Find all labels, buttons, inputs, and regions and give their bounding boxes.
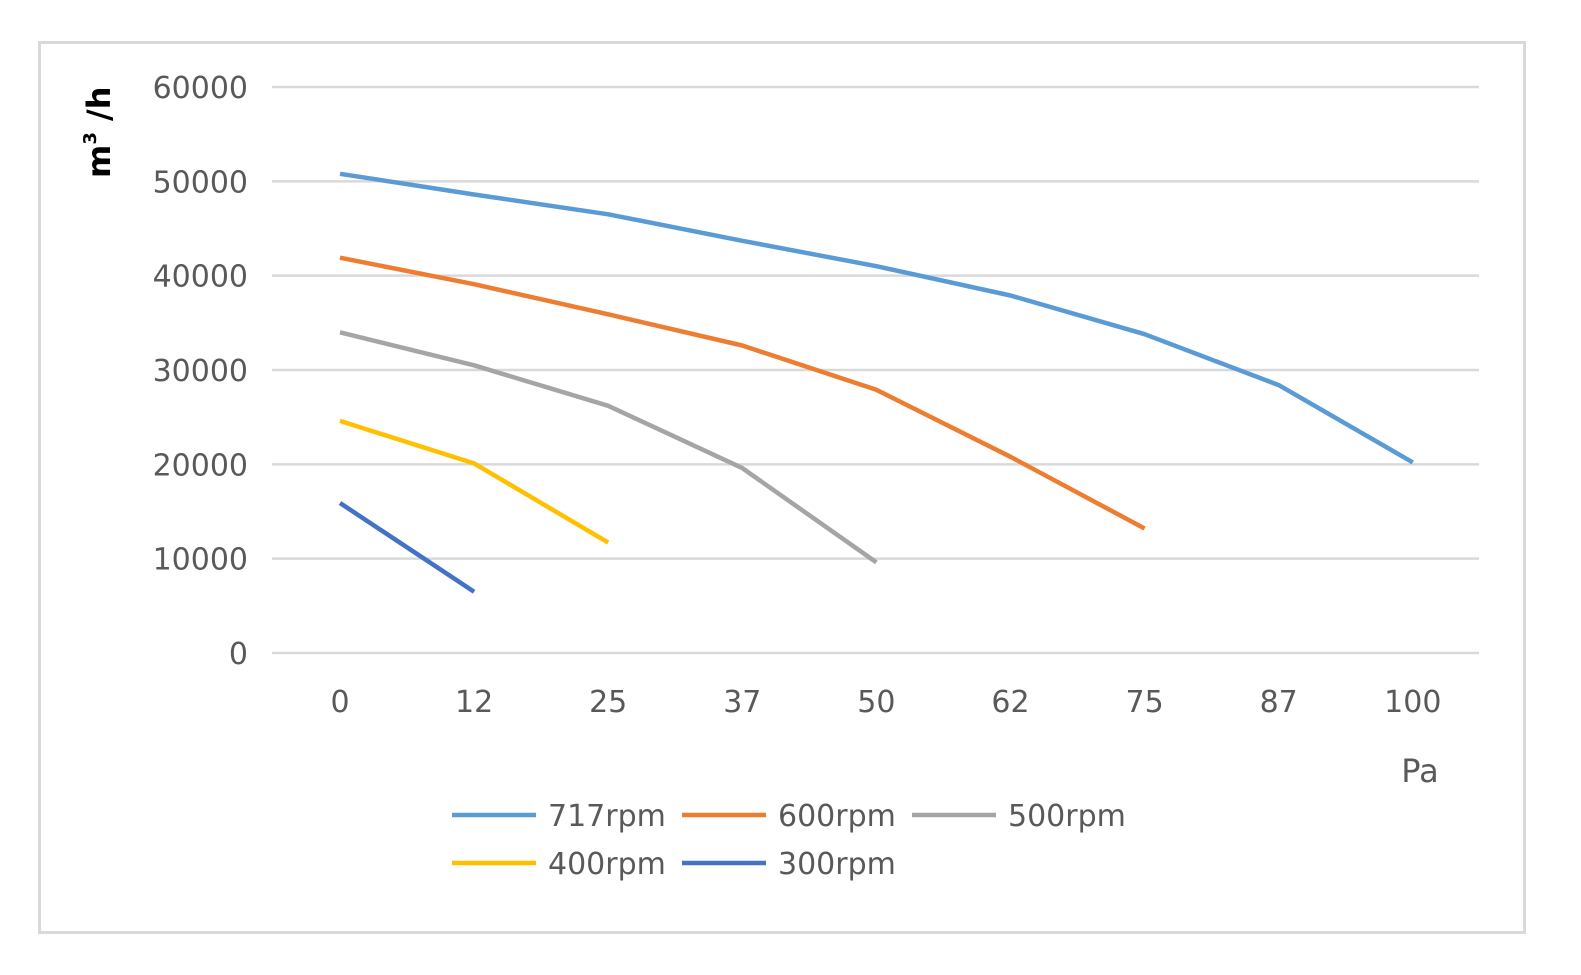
y-tick-label: 20000: [153, 448, 248, 483]
y-tick-label: 10000: [153, 543, 248, 578]
series-line-500rpm: [339, 330, 878, 565]
x-tick-label: 37: [723, 685, 761, 720]
legend-item-717rpm: 717rpm: [452, 799, 666, 834]
y-axis-label-base: m: [80, 145, 118, 178]
x-tick-label: 25: [589, 685, 627, 720]
y-axis-label: m3 /h: [80, 87, 118, 178]
x-tick-label: 0: [330, 685, 349, 720]
x-tick-label: 87: [1260, 685, 1298, 720]
legend-item-400rpm: 400rpm: [452, 847, 666, 882]
series-line-400rpm: [339, 418, 610, 545]
y-tick-label: 50000: [153, 165, 248, 200]
x-tick-label: 75: [1126, 685, 1164, 720]
y-tick-label: 60000: [153, 71, 248, 106]
legend-item-300rpm: 300rpm: [682, 847, 896, 882]
legend-label: 717rpm: [548, 799, 666, 834]
series-line-717rpm: [339, 171, 1414, 465]
series-lines: [338, 171, 1414, 594]
legend-label: 600rpm: [778, 799, 896, 834]
y-tick-label: 0: [229, 637, 248, 672]
y-tick-label: 40000: [153, 260, 248, 295]
series-line-600rpm: [339, 255, 1146, 531]
legend-label: 400rpm: [548, 847, 666, 882]
y-axis-label-sup: 3: [80, 132, 101, 145]
x-axis-label: Pa: [1401, 752, 1438, 790]
gridlines: [272, 85, 1479, 655]
x-tick-label: 62: [991, 685, 1029, 720]
series-line-300rpm: [338, 501, 476, 594]
legend-item-600rpm: 600rpm: [682, 799, 896, 834]
legend-label: 300rpm: [778, 847, 896, 882]
legend-label: 500rpm: [1008, 799, 1126, 834]
y-axis-ticks: 0 10000 20000 30000 40000 50000 60000: [153, 71, 248, 672]
chart-frame: [38, 41, 1526, 934]
y-axis-label-rest: /h: [80, 87, 118, 133]
x-axis-ticks: 0 12 25 37 50 62 75 87 100: [330, 685, 1441, 720]
x-tick-label: 100: [1384, 685, 1441, 720]
legend-item-500rpm: 500rpm: [912, 799, 1126, 834]
y-tick-label: 30000: [153, 354, 248, 389]
legend: 717rpm 600rpm 500rpm 400rpm 300rpm: [452, 799, 1126, 882]
x-tick-label: 12: [455, 685, 493, 720]
x-tick-label: 50: [857, 685, 895, 720]
